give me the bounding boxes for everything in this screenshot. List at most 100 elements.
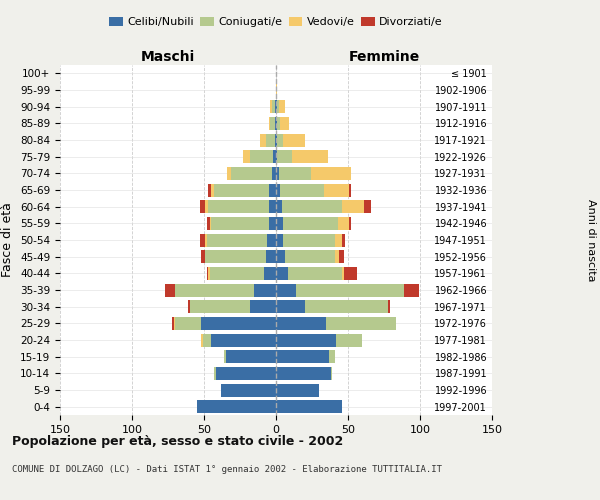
Bar <box>276 317 395 330</box>
Bar <box>276 234 283 246</box>
Bar <box>276 134 283 146</box>
Bar <box>269 200 276 213</box>
Bar <box>276 334 362 346</box>
Bar <box>276 267 342 280</box>
Bar <box>276 150 292 163</box>
Bar <box>276 300 388 313</box>
Bar <box>175 284 276 296</box>
Bar <box>221 384 276 396</box>
Bar <box>276 317 326 330</box>
Bar <box>197 400 276 413</box>
Bar <box>270 117 276 130</box>
Bar <box>200 200 276 213</box>
Bar <box>190 300 276 313</box>
Bar <box>224 350 276 363</box>
Bar <box>276 134 305 146</box>
Bar <box>276 167 279 180</box>
Bar <box>276 317 395 330</box>
Bar <box>276 300 388 313</box>
Bar <box>276 184 349 196</box>
Bar <box>276 384 319 396</box>
Bar <box>215 367 276 380</box>
Bar <box>275 117 276 130</box>
Text: Femmine: Femmine <box>349 50 419 64</box>
Bar <box>276 150 277 163</box>
Bar <box>174 317 276 330</box>
Bar <box>276 284 419 296</box>
Bar <box>276 100 284 113</box>
Bar <box>276 384 319 396</box>
Y-axis label: Fasce di età: Fasce di età <box>1 202 14 278</box>
Bar <box>221 384 276 396</box>
Bar <box>266 250 276 263</box>
Bar <box>276 400 342 413</box>
Bar <box>276 134 305 146</box>
Bar <box>276 300 390 313</box>
Bar <box>260 134 276 146</box>
Bar <box>207 267 276 280</box>
Bar <box>227 167 276 180</box>
Bar <box>276 200 342 213</box>
Bar <box>205 250 276 263</box>
Bar <box>276 184 351 196</box>
Bar <box>269 117 276 130</box>
Bar <box>188 300 276 313</box>
Bar <box>276 100 277 113</box>
Bar <box>276 167 351 180</box>
Bar <box>208 184 276 196</box>
Bar <box>276 217 349 230</box>
Bar <box>276 384 319 396</box>
Bar <box>276 367 332 380</box>
Bar <box>165 284 276 296</box>
Bar <box>201 334 276 346</box>
Bar <box>269 184 276 196</box>
Bar <box>250 300 276 313</box>
Bar <box>276 367 331 380</box>
Bar <box>276 84 277 96</box>
Text: Maschi: Maschi <box>141 50 195 64</box>
Bar <box>276 234 345 246</box>
Bar <box>276 100 284 113</box>
Bar <box>175 317 276 330</box>
Bar <box>276 250 335 263</box>
Bar <box>203 334 276 346</box>
Bar <box>243 150 276 163</box>
Bar <box>224 350 276 363</box>
Bar <box>208 200 276 213</box>
Bar <box>276 167 351 180</box>
Bar <box>214 367 276 380</box>
Bar <box>201 334 276 346</box>
Bar <box>250 150 276 163</box>
Bar <box>201 317 276 330</box>
Bar <box>276 284 404 296</box>
Bar <box>276 267 287 280</box>
Bar <box>276 217 351 230</box>
Text: Popolazione per età, sesso e stato civile - 2002: Popolazione per età, sesso e stato civil… <box>12 435 343 448</box>
Bar <box>269 117 276 130</box>
Text: COMUNE DI DOLZAGO (LC) - Dati ISTAT 1° gennaio 2002 - Elaborazione TUTTITALIA.IT: COMUNE DI DOLZAGO (LC) - Dati ISTAT 1° g… <box>12 465 442 474</box>
Bar <box>276 384 319 396</box>
Bar <box>207 234 276 246</box>
Bar <box>211 184 276 196</box>
Bar <box>276 117 280 130</box>
Bar <box>266 134 276 146</box>
Bar <box>276 350 335 363</box>
Bar <box>197 400 276 413</box>
Bar <box>276 334 362 346</box>
Bar <box>221 384 276 396</box>
Bar <box>226 350 276 363</box>
Bar <box>276 267 344 280</box>
Bar <box>276 100 279 113</box>
Bar <box>276 400 342 413</box>
Bar <box>272 100 276 113</box>
Bar <box>269 217 276 230</box>
Bar <box>276 200 282 213</box>
Bar <box>205 200 276 213</box>
Bar <box>276 334 362 346</box>
Bar <box>276 284 296 296</box>
Bar <box>210 267 276 280</box>
Bar <box>265 267 276 280</box>
Bar <box>276 200 364 213</box>
Bar <box>276 250 340 263</box>
Bar <box>172 317 276 330</box>
